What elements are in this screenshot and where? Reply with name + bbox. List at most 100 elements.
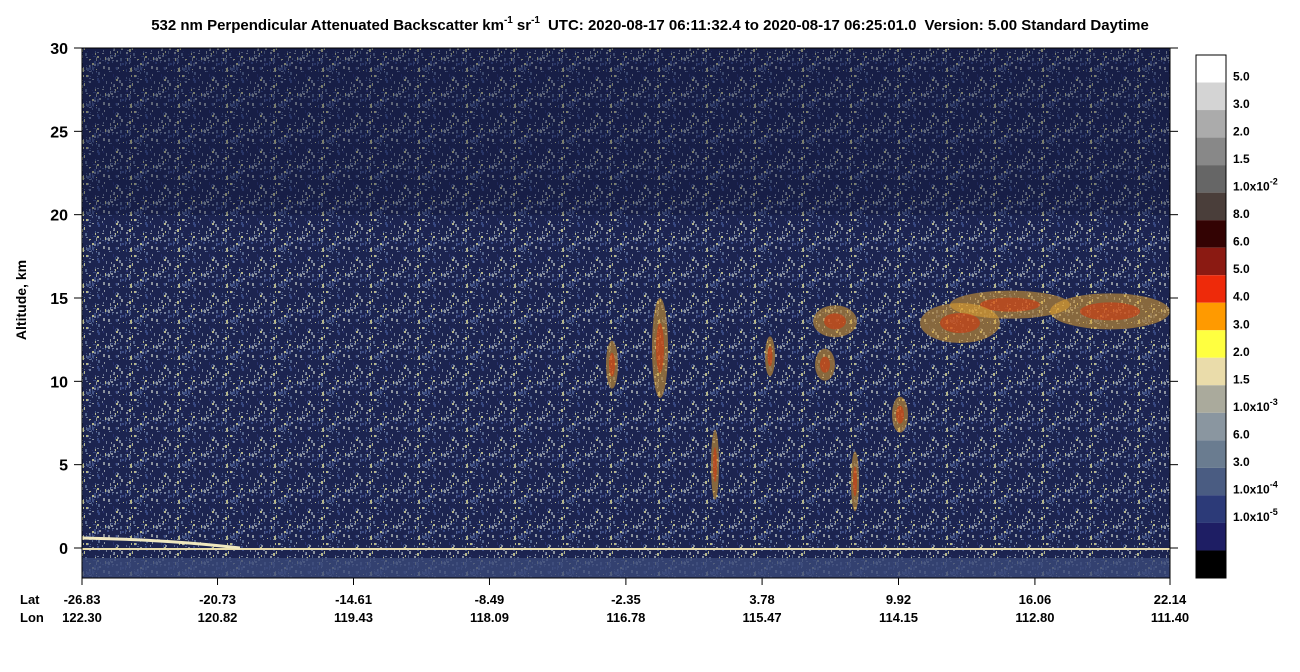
colorbar-swatch — [1196, 330, 1226, 358]
subsurface — [82, 558, 1170, 578]
title-part: Version: 5.00 Standard Daytime — [925, 17, 1149, 34]
y-tick-label: 25 — [50, 124, 68, 141]
colorbar-swatch — [1196, 82, 1226, 111]
colorbar-label-text: 3.0 — [1233, 317, 1250, 331]
colorbar-label: 1.5 — [1233, 152, 1250, 166]
colorbar-label-exponent: -2 — [1270, 177, 1278, 187]
colorbar-label-exponent: -4 — [1270, 479, 1278, 489]
colorbar-label-exponent: -3 — [1270, 397, 1278, 407]
lon-tick-label: 112.80 — [1015, 610, 1054, 625]
colorbar-label-text: 2.0 — [1233, 345, 1250, 359]
colorbar-label-text: 1.0x10 — [1233, 510, 1270, 524]
colorbar-swatch — [1196, 550, 1226, 578]
surface-left — [82, 536, 241, 550]
colorbar-label-text: 8.0 — [1233, 207, 1250, 221]
colorbar-swatch — [1196, 110, 1226, 138]
lat-label: Lat — [20, 592, 40, 607]
lon-label: Lon — [20, 610, 44, 625]
title-part: UTC: 2020-08-17 06:11:32.4 to 2020-08-17… — [548, 17, 917, 34]
colorbar-label-text: 1.5 — [1233, 372, 1250, 386]
colorbar-swatch — [1196, 165, 1226, 193]
lon-tick-label: 111.40 — [1151, 610, 1189, 625]
colorbar-swatch — [1196, 247, 1226, 276]
colorbar-label-text: 3.0 — [1233, 455, 1250, 469]
surface — [82, 548, 1170, 550]
colorbar-label-text: 5.0 — [1233, 70, 1250, 84]
colorbar-label: 3.0 — [1233, 455, 1250, 469]
lon-tick-label: 119.43 — [334, 610, 373, 625]
colorbar-swatch — [1196, 522, 1226, 551]
colorbar-swatch — [1196, 302, 1226, 331]
colorbar-swatch — [1196, 467, 1226, 496]
lon-tick-label: 114.15 — [879, 610, 918, 625]
colorbar-label-text: 1.0x10 — [1233, 482, 1270, 496]
chart-title: 532 nm Perpendicular Attenuated Backscat… — [151, 15, 1149, 34]
colorbar-label: 6.0 — [1233, 427, 1250, 441]
lat-tick-label: -20.73 — [199, 592, 236, 607]
colorbar-label: 5.0 — [1233, 70, 1250, 84]
title-part: 532 nm Perpendicular Attenuated Backscat… — [151, 17, 478, 34]
colorbar-label-text: 1.0x10 — [1233, 180, 1270, 194]
colorbar-label: 6.0 — [1233, 235, 1250, 249]
lat-tick-label: -8.49 — [475, 592, 505, 607]
cloud-core — [824, 313, 846, 330]
colorbar-label: 1.0x10-5 — [1233, 507, 1278, 524]
colorbar-frame — [1195, 54, 1227, 579]
colorbar-swatch — [1196, 55, 1226, 83]
title-superscript: -1 — [531, 15, 540, 26]
title-part: sr — [517, 17, 531, 34]
colorbar-label: 1.0x10-2 — [1233, 177, 1278, 194]
y-tick-label: 10 — [50, 374, 68, 391]
colorbar-label: 4.0 — [1233, 290, 1250, 304]
lat-tick-label: -2.35 — [611, 592, 641, 607]
colorbar-label-text: 6.0 — [1233, 235, 1250, 249]
lon-tick-label: 118.09 — [470, 610, 509, 625]
colorbar-label-text: 3.0 — [1233, 97, 1250, 111]
lon-tick-label: 116.78 — [606, 610, 645, 625]
colorbar-label-text: 5.0 — [1233, 262, 1250, 276]
colorbar-label: 1.0x10-4 — [1233, 479, 1278, 496]
colorbar-label-text: 2.0 — [1233, 125, 1250, 139]
lon-tick-label: 120.82 — [198, 610, 238, 625]
colorbar-swatch — [1196, 412, 1226, 441]
colorbar-swatch — [1196, 357, 1226, 386]
colorbar-swatch — [1196, 192, 1226, 221]
colorbar-swatch — [1196, 495, 1226, 523]
colorbar-label-exponent: -5 — [1270, 507, 1278, 517]
lat-tick-label: 16.06 — [1019, 592, 1052, 607]
lat-tick-label: 3.78 — [749, 592, 774, 607]
lat-tick-label: 22.14 — [1154, 592, 1187, 607]
y-tick-label: 0 — [59, 541, 68, 558]
y-tick-label: 30 — [50, 41, 68, 58]
colorbar-label: 5.0 — [1233, 262, 1250, 276]
colorbar-swatch — [1196, 220, 1226, 248]
lat-tick-label: -14.61 — [335, 592, 372, 607]
colorbar-swatch — [1196, 275, 1226, 303]
colorbar-label-text: 1.0x10 — [1233, 400, 1270, 414]
lat-tick-label: -26.83 — [64, 592, 101, 607]
cloud-core — [896, 405, 904, 424]
cloud-core — [656, 323, 664, 373]
cloud-core — [940, 313, 980, 333]
lon-tick-label: 122.30 — [62, 610, 102, 625]
cloud-core — [713, 447, 717, 483]
title-part: km — [482, 17, 504, 34]
colorbar-label: 2.0 — [1233, 125, 1250, 139]
y-tick-label: 20 — [50, 208, 68, 225]
colorbar-label: 1.0x10-3 — [1233, 397, 1278, 414]
lat-tick-label: 9.92 — [886, 592, 911, 607]
y-axis-label: Altitude, km — [13, 260, 29, 340]
colorbar-label: 1.5 — [1233, 372, 1250, 386]
cloud-core — [853, 466, 857, 497]
colorbar-label: 3.0 — [1233, 317, 1250, 331]
colorbar-label-text: 4.0 — [1233, 290, 1250, 304]
cloud-core — [820, 356, 830, 373]
lon-tick-label: 115.47 — [743, 610, 782, 625]
y-tick-label: 5 — [59, 458, 68, 475]
colorbar-label-text: 1.5 — [1233, 152, 1250, 166]
title-superscript: -1 — [504, 15, 513, 26]
colorbar-label-text: 6.0 — [1233, 427, 1250, 441]
cloud-core — [980, 297, 1040, 312]
colorbar-label: 3.0 — [1233, 97, 1250, 111]
y-tick-label: 15 — [50, 291, 68, 308]
